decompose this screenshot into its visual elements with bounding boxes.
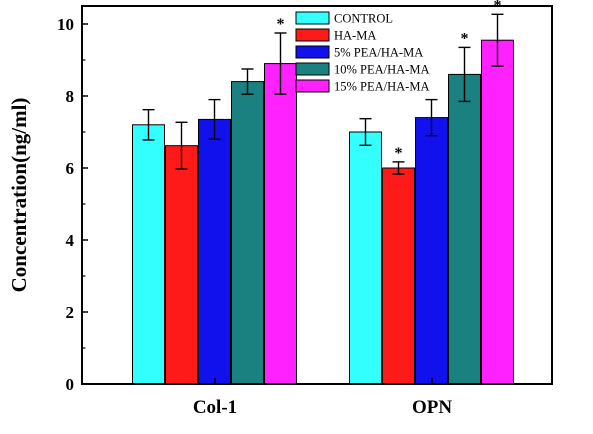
legend-item: CONTROL <box>295 11 393 26</box>
error-bar <box>392 161 405 175</box>
significance-star: * <box>395 145 403 162</box>
plot-frame <box>81 5 553 385</box>
y-tick-label: 2 <box>66 303 75 322</box>
legend-label: 15% PEA/HA-MA <box>334 80 429 94</box>
y-tick-label: 8 <box>66 87 75 106</box>
legend-item: HA-MA <box>295 28 376 43</box>
error-bar <box>458 46 471 103</box>
bar-opn-4 <box>481 39 514 385</box>
bar-opn-3 <box>448 73 481 385</box>
bars-layer <box>132 39 514 385</box>
y-tick-label: 10 <box>57 15 74 34</box>
legend-item: 15% PEA/HA-MA <box>295 79 429 94</box>
significance-star: * <box>494 0 502 14</box>
significance-star: * <box>461 30 469 47</box>
error-bar <box>425 98 438 137</box>
legend-swatch <box>295 79 330 93</box>
error-bar <box>491 13 504 67</box>
legend-item: 10% PEA/HA-MA <box>295 62 429 77</box>
bar-col-1-2 <box>198 118 231 385</box>
error-bar <box>241 68 254 95</box>
x-category-label: OPN <box>412 397 452 418</box>
error-bars-layer <box>142 13 504 175</box>
error-bar <box>359 117 372 147</box>
legend-swatch <box>295 45 330 59</box>
error-bar <box>142 108 155 141</box>
y-axis-title: Concentration(ng/ml) <box>7 98 31 293</box>
error-bar <box>175 121 188 170</box>
legend-label: 10% PEA/HA-MA <box>334 63 429 77</box>
bar-opn-0 <box>349 131 382 385</box>
legend-label: HA-MA <box>334 29 376 43</box>
bar-col-1-4 <box>264 63 297 385</box>
x-axis: Col-1 OPN <box>193 378 452 418</box>
bar-col-1-1 <box>165 145 198 385</box>
legend-swatch <box>295 28 330 42</box>
error-bar <box>274 32 287 95</box>
x-category-label: Col-1 <box>193 397 237 418</box>
significance-layer: * * * * <box>277 0 502 162</box>
significance-star: * <box>277 16 285 33</box>
legend-swatch <box>295 11 330 25</box>
bar-opn-1 <box>382 167 415 385</box>
legend-label: CONTROL <box>334 12 393 26</box>
bar-col-1-3 <box>231 81 264 385</box>
y-tick-label: 4 <box>66 231 75 250</box>
bar-col-1-0 <box>132 124 165 385</box>
y-tick-label: 6 <box>66 159 75 178</box>
legend-swatch <box>295 62 330 76</box>
y-tick-label: 0 <box>66 375 75 394</box>
error-bar <box>208 98 221 140</box>
legend-label: 5% PEA/HA-MA <box>334 46 423 60</box>
bar-opn-2 <box>415 117 448 385</box>
y-axis: 0 2 4 6 8 10 <box>57 15 88 394</box>
legend-item: 5% PEA/HA-MA <box>295 45 423 60</box>
legend: CONTROL HA-MA 5% PEA/HA-MA 10% PEA/HA-MA 15%… <box>295 11 429 94</box>
